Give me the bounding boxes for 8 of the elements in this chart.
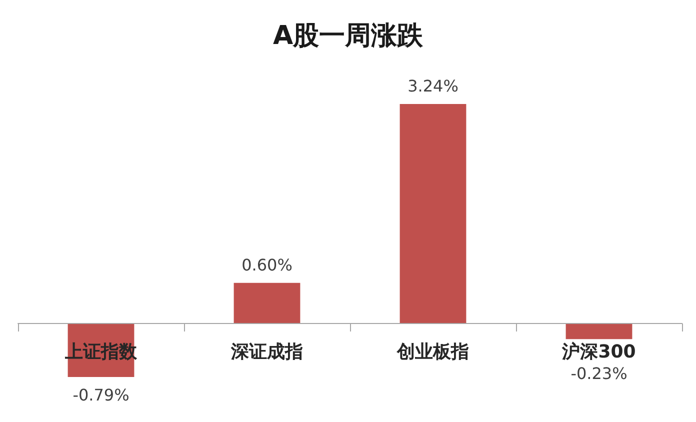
data-label: 0.60% bbox=[242, 255, 292, 274]
data-label: -0.23% bbox=[570, 364, 628, 383]
data-label: 3.24% bbox=[408, 76, 458, 96]
x-tick-label: 创业板指 bbox=[396, 342, 469, 362]
chart-title: A股一周涨跌 bbox=[272, 21, 424, 51]
x-tick-label: 沪深300 bbox=[561, 342, 636, 362]
x-tick-label: 深证成指 bbox=[230, 342, 303, 362]
data-label: -0.79% bbox=[72, 386, 130, 404]
